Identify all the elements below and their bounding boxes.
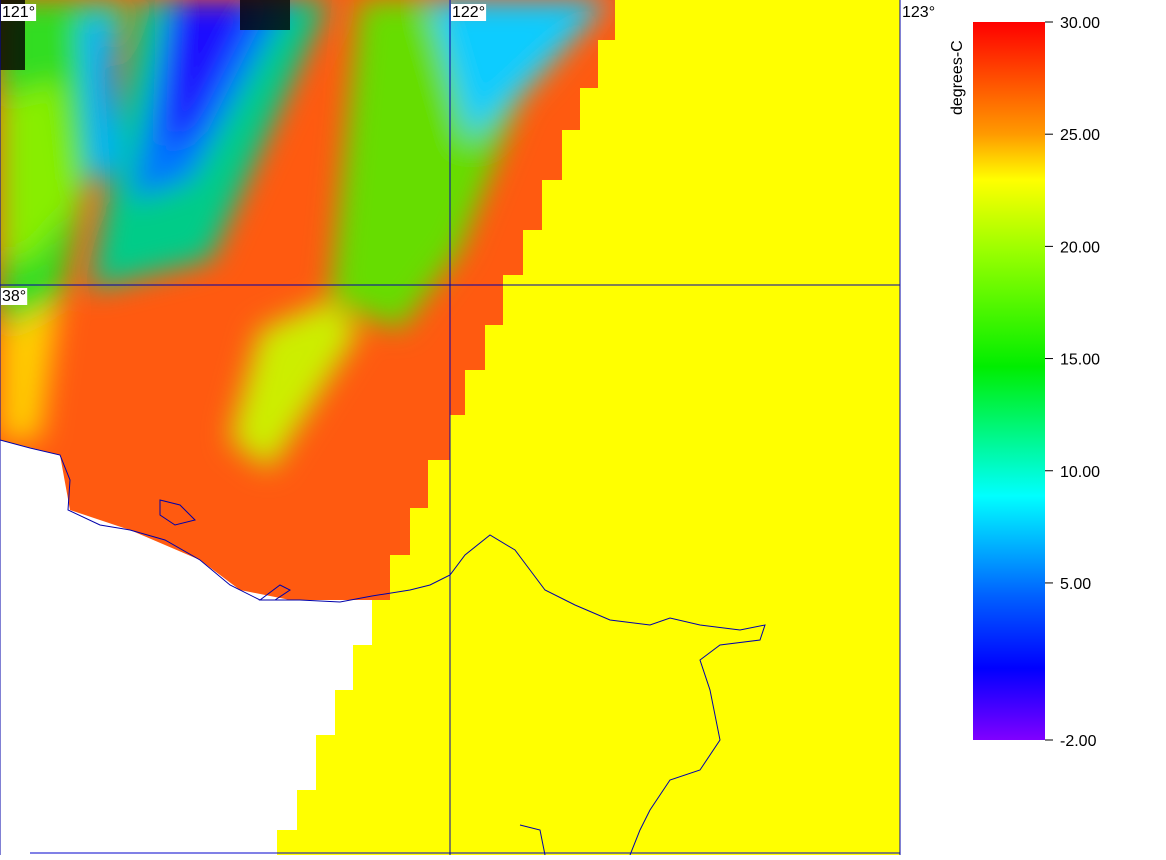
grid-label-bg bbox=[1, 288, 28, 305]
grid-label-bg bbox=[451, 4, 487, 21]
colorbar-tick-label: 10.00 bbox=[1060, 464, 1100, 481]
colorbar-tick-label: -2.00 bbox=[1060, 733, 1097, 750]
colorbar bbox=[973, 22, 1045, 740]
grid-label-bg bbox=[901, 4, 937, 21]
grid-label: 38° bbox=[2, 288, 26, 305]
land bbox=[277, 0, 900, 855]
coastline bbox=[0, 439, 766, 856]
colorbar-tick-label: 30.00 bbox=[1060, 15, 1100, 32]
colorbar-tick-label: 25.00 bbox=[1060, 127, 1100, 144]
colorbar-title: degrees-C bbox=[949, 40, 966, 115]
colorbar-tick-label: 20.00 bbox=[1060, 239, 1100, 256]
grid-label: 122° bbox=[452, 4, 485, 21]
colorbar-tick-label: 5.00 bbox=[1060, 576, 1091, 593]
colorbar-tick-label: 15.00 bbox=[1060, 352, 1100, 369]
grid-label: 123° bbox=[902, 4, 935, 21]
grid-label: 121° bbox=[2, 4, 35, 21]
grid-label-bg bbox=[1, 4, 37, 21]
